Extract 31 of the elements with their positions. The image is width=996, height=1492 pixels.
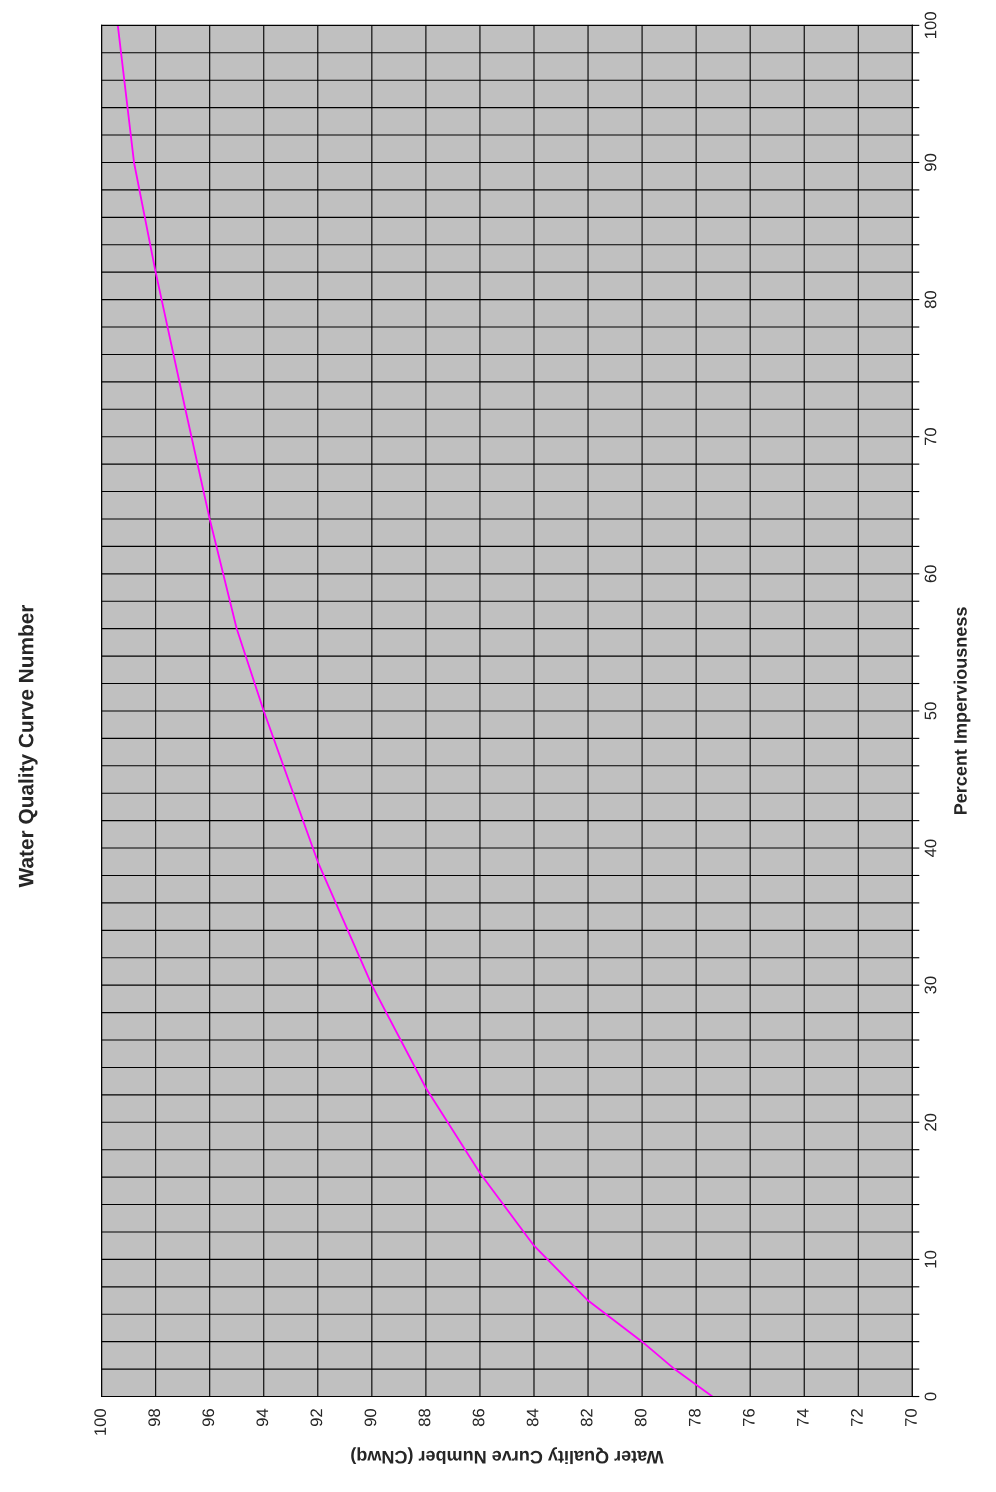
x-tick-label: 90: [364, 1408, 377, 1427]
x-tick-label: 84: [526, 1408, 539, 1427]
x-tick-label: 72: [850, 1409, 863, 1426]
x-tick-label: 80: [634, 1408, 647, 1427]
y-tick-label: 40: [924, 839, 937, 857]
x-tick-label: 70: [905, 1408, 917, 1426]
x-tick-label: 78: [688, 1409, 701, 1426]
x-tick-label: 82: [580, 1409, 593, 1427]
line-series: [116, 25, 714, 1397]
y-tick-label: 30: [924, 976, 937, 994]
y-tick-label: 80: [924, 290, 937, 309]
y-tick-label: 90: [924, 153, 937, 171]
x-tick-label: 86: [472, 1409, 485, 1427]
y-tick-label: 100: [924, 12, 937, 38]
x-tick-label: 94: [256, 1408, 269, 1427]
y-tick-label: 70: [924, 428, 937, 446]
text: Water Quality Curve Number: [18, 604, 38, 888]
x-tick-label: 76: [742, 1409, 755, 1426]
x-tick-label: 96: [202, 1409, 215, 1427]
y-tick-label: 60: [924, 565, 937, 583]
x-tick-label: 98: [148, 1409, 161, 1427]
y-tick-label: 10: [924, 1250, 937, 1268]
y-tick-label: 50: [924, 702, 937, 720]
x-tick-label: 92: [310, 1409, 323, 1427]
x-tick-label: 74: [797, 1408, 809, 1426]
y-tick-label: 0: [924, 1392, 937, 1401]
y-tick-label: 20: [924, 1113, 937, 1131]
y-axis-title: Percent Imperviousness: [953, 607, 971, 815]
x-axis-title: Water Quality Curve Number (CNwq): [351, 1447, 664, 1465]
x-tick-label: 88: [418, 1409, 431, 1427]
x-tick-label: 100: [94, 1408, 107, 1435]
